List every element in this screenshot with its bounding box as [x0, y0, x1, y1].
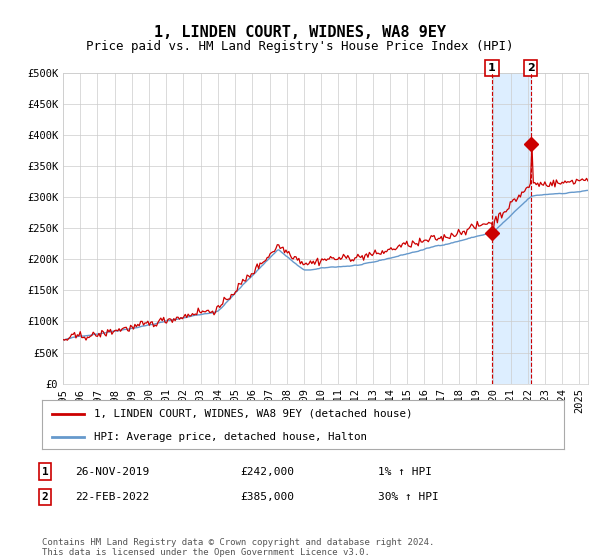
Text: 30% ↑ HPI: 30% ↑ HPI: [378, 492, 439, 502]
Text: 1% ↑ HPI: 1% ↑ HPI: [378, 466, 432, 477]
Text: 1: 1: [41, 466, 49, 477]
Text: £385,000: £385,000: [240, 492, 294, 502]
Text: 1, LINDEN COURT, WIDNES, WA8 9EY (detached house): 1, LINDEN COURT, WIDNES, WA8 9EY (detach…: [94, 409, 413, 419]
Text: 1: 1: [488, 63, 496, 73]
Text: Price paid vs. HM Land Registry's House Price Index (HPI): Price paid vs. HM Land Registry's House …: [86, 40, 514, 53]
Bar: [492, 73, 530, 384]
Text: 26-NOV-2019: 26-NOV-2019: [75, 466, 149, 477]
Text: Contains HM Land Registry data © Crown copyright and database right 2024.
This d: Contains HM Land Registry data © Crown c…: [42, 538, 434, 557]
Text: 22-FEB-2022: 22-FEB-2022: [75, 492, 149, 502]
Text: £242,000: £242,000: [240, 466, 294, 477]
Text: 2: 2: [41, 492, 49, 502]
Text: HPI: Average price, detached house, Halton: HPI: Average price, detached house, Halt…: [94, 432, 367, 442]
Text: 1, LINDEN COURT, WIDNES, WA8 9EY: 1, LINDEN COURT, WIDNES, WA8 9EY: [154, 25, 446, 40]
Text: 2: 2: [527, 63, 535, 73]
